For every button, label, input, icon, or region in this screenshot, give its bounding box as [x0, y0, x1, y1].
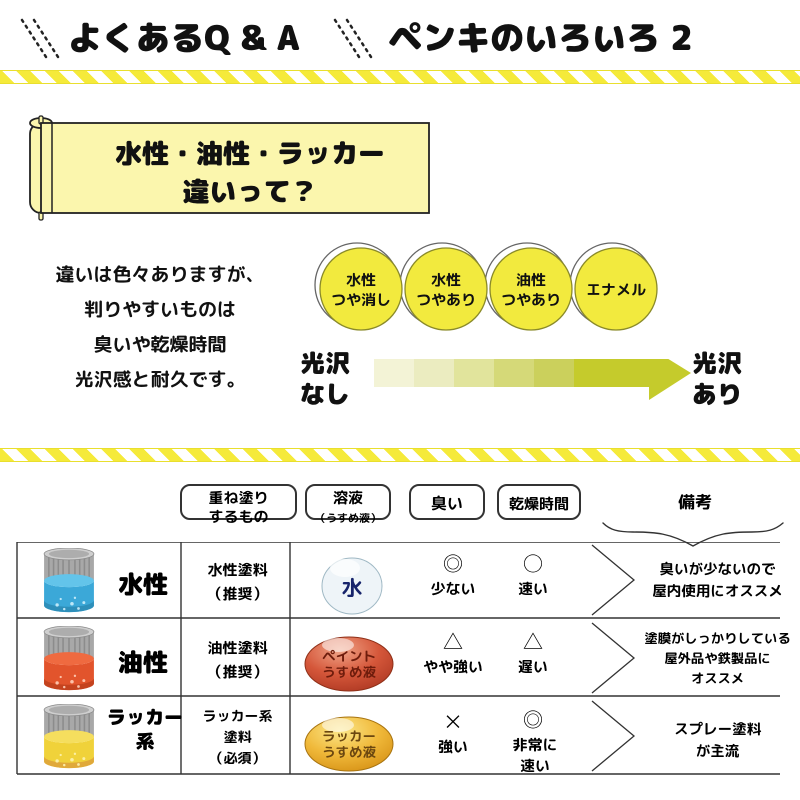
svg-text:水: 水	[342, 572, 363, 602]
svg-text:うすめ液: うすめ液	[322, 743, 376, 762]
svg-text:うすめ液: うすめ液	[322, 663, 376, 682]
